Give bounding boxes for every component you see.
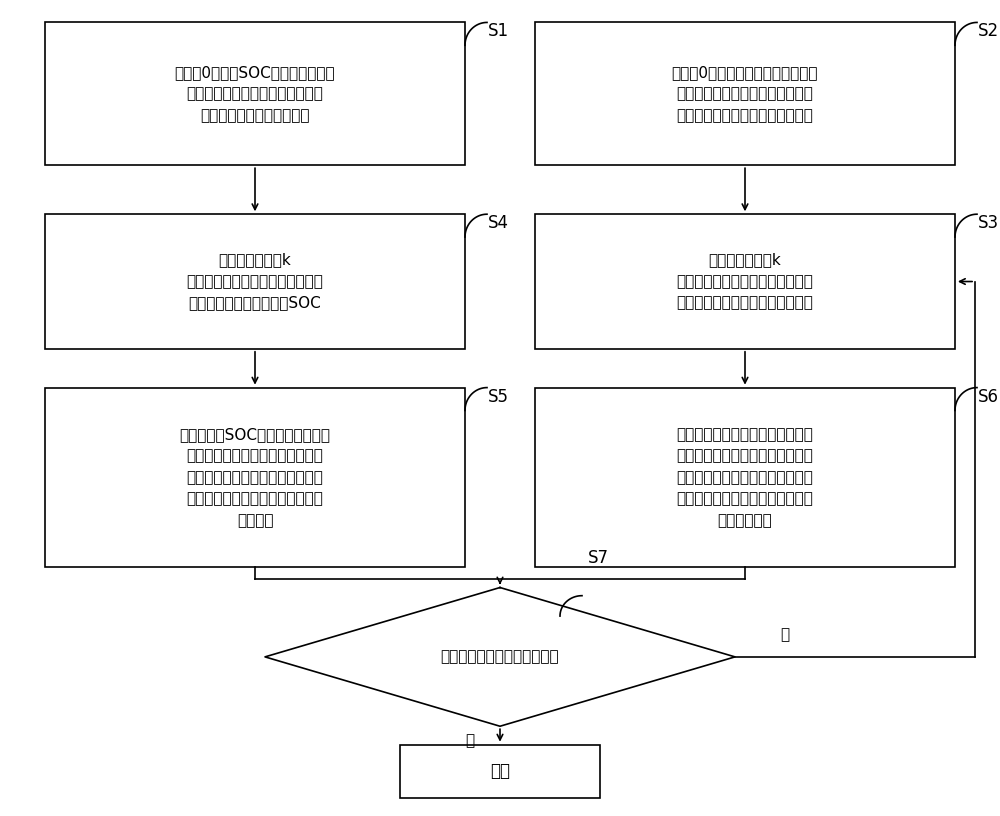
Text: 依次对估算欧姆内阻卡尔曼滤波器
，进行卡尔曼增益矩阵更新、状态
估计测量更新、误差协方差测量更
新、自适应因子更新、过程噪声和
观测噪声更新: 依次对估算欧姆内阻卡尔曼滤波器 ，进行卡尔曼增益矩阵更新、状态 估计测量更新、误… [677,427,813,528]
Text: S1: S1 [488,22,509,41]
Text: 依次对估算SOC卡尔曼滤波器，进
行卡尔曼增益矩阵更新、状态估计
测量更新、误差协方差测量更新、
自适应因子更新、过程噪声和观测
噪声更新: 依次对估算SOC卡尔曼滤波器，进 行卡尔曼增益矩阵更新、状态估计 测量更新、误差… [180,427,330,528]
Text: 根据初始值预估k
时刻的系统状态及时刻的状态先验
估计误差协方差，并估算SOC: 根据初始值预估k 时刻的系统状态及时刻的状态先验 估计误差协方差，并估算SOC [187,252,323,311]
Bar [535,388,955,567]
Text: S5: S5 [488,388,509,406]
Bar [535,214,955,349]
Bar [45,23,465,165]
Bar [400,744,600,798]
Bar [45,388,465,567]
Text: 根据初始值预估k
时刻的系统状态及时刻的状态先验
估计误差协方差，并估算欧姆内阻: 根据初始值预估k 时刻的系统状态及时刻的状态先验 估计误差协方差，并估算欧姆内阻 [677,252,813,311]
Text: 判断是否达到预设的迭代次数: 判断是否达到预设的迭代次数 [441,650,559,664]
Text: S3: S3 [978,214,999,233]
Text: 结束: 结束 [490,762,510,780]
Text: S4: S4 [488,214,509,233]
Text: 否: 否 [780,628,790,642]
Text: 是: 是 [465,733,475,747]
Bar [535,23,955,165]
Text: S6: S6 [978,388,999,406]
Text: 初始化0时刻的SOC初始值、第一误
差协方差初始值、第一过程噪声初
始值和第一观测噪声初始值: 初始化0时刻的SOC初始值、第一误 差协方差初始值、第一过程噪声初 始值和第一观… [175,64,335,123]
Bar [45,214,465,349]
Text: S7: S7 [588,549,609,567]
Text: S2: S2 [978,22,999,41]
Text: 初始化0时刻的欧姆内阻初始值、第
二误差协方差初始值、第二过程噪
声初始值和第二观测噪声初始值；: 初始化0时刻的欧姆内阻初始值、第 二误差协方差初始值、第二过程噪 声初始值和第二… [672,64,818,123]
